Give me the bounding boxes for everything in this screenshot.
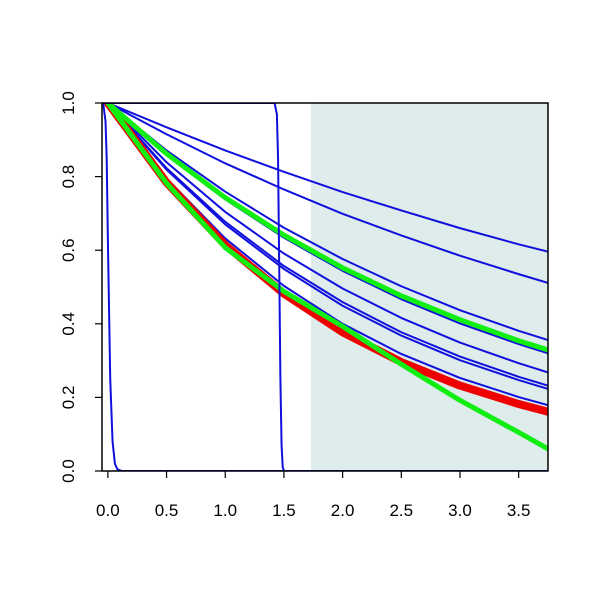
y-tick-label: 0.8 <box>59 165 78 189</box>
series-line-3 <box>106 103 548 341</box>
x-tick-label: 0.5 <box>155 501 179 520</box>
series-line-10 <box>105 103 548 353</box>
x-tick-label: 1.0 <box>213 501 237 520</box>
x-tick-label: 2.5 <box>389 501 413 520</box>
y-tick-label: 0.6 <box>59 238 78 262</box>
y-tick-label: 0.0 <box>59 459 78 483</box>
x-tick-label: 2.0 <box>331 501 355 520</box>
series-line-12 <box>102 103 548 471</box>
y-tick-label: 0.4 <box>59 312 78 336</box>
series-line-7 <box>106 103 548 390</box>
x-tick-label: 0.0 <box>96 501 120 520</box>
series-line-6 <box>106 103 548 387</box>
shaded-region <box>310 103 548 471</box>
y-tick-label: 1.0 <box>59 91 78 115</box>
x-tick-label: 3.5 <box>507 501 531 520</box>
x-tick-label: 3.0 <box>448 501 472 520</box>
x-tick-label: 1.5 <box>272 501 296 520</box>
plot-frame <box>101 102 549 472</box>
series-line-5 <box>106 103 548 374</box>
y-tick-label: 0.2 <box>59 386 78 410</box>
series-line-2 <box>106 103 548 284</box>
series-line-1 <box>106 103 548 253</box>
series-line-13 <box>102 103 548 471</box>
series-line-11 <box>105 103 548 452</box>
